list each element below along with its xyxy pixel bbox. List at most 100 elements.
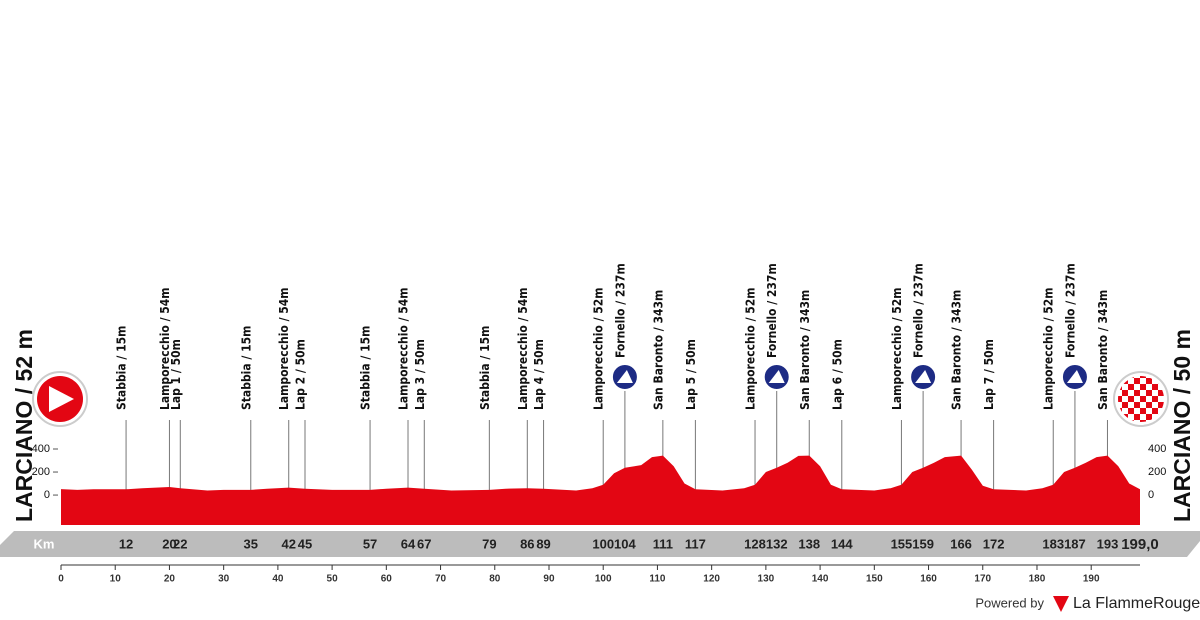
x-tick-label: 170	[974, 574, 991, 585]
waypoint-km: 117	[685, 536, 706, 551]
waypoint-km: 128	[744, 536, 766, 551]
waypoint-label: Stabbia / 15m	[478, 326, 492, 410]
waypoint-label: Lamporecchio / 52m	[592, 287, 606, 410]
waypoint-km: 86	[520, 536, 534, 551]
waypoint-label: San Baronto / 343m	[798, 290, 812, 410]
waypoint-label: Lap 3 / 50m	[413, 339, 427, 410]
waypoint-label: San Baronto / 343m	[651, 290, 665, 410]
finish-label: LARCIANO / 50 m	[1169, 329, 1195, 522]
x-tick-label: 140	[812, 574, 829, 585]
x-tick-label: 110	[649, 574, 666, 585]
waypoint-km: 35	[244, 536, 258, 551]
climb-icon	[610, 363, 639, 391]
waypoint-km: 132	[766, 536, 788, 551]
waypoint-label: Lap 4 / 50m	[532, 339, 546, 410]
brand: La FlammeRouge	[1073, 595, 1200, 612]
waypoint-label: Fornello / 237m	[912, 263, 926, 358]
waypoint-label: Fornello / 237m	[765, 263, 779, 358]
km-band	[0, 531, 1200, 557]
x-tick-label: 130	[758, 574, 775, 585]
waypoint-km: 57	[363, 536, 377, 551]
x-tick-label: 90	[543, 574, 555, 585]
waypoint-km: 166	[950, 536, 972, 551]
waypoint-label: Lamporecchio / 54m	[397, 287, 411, 410]
waypoint-km: 22	[173, 536, 187, 551]
x-tick-label: 190	[1083, 574, 1100, 585]
x-tick-label: 60	[381, 574, 393, 585]
waypoint-km: 20	[162, 536, 176, 551]
x-tick-label: 150	[866, 574, 883, 585]
y-tick-label: 400	[32, 443, 50, 455]
start-icon	[32, 371, 88, 427]
waypoint-km: 172	[983, 536, 1005, 551]
waypoint-label: Lap 7 / 50m	[982, 339, 996, 410]
x-tick-label: 120	[703, 574, 720, 585]
start-label: LARCIANO / 52 m	[11, 329, 37, 522]
climb-icon	[909, 363, 938, 391]
climb-mountain	[768, 370, 785, 383]
waypoint-label: Lamporecchio / 52m	[1042, 287, 1056, 410]
climb-mountain	[915, 370, 932, 383]
x-tick-label: 70	[435, 574, 447, 585]
waypoint-label: Lamporecchio / 54m	[158, 287, 172, 410]
waypoint-km: 187	[1064, 536, 1086, 551]
elevation-area	[61, 455, 1140, 525]
climb-mountain	[616, 370, 633, 383]
waypoint-km: 159	[912, 536, 934, 551]
climb-icon	[762, 363, 791, 391]
waypoint-label: Lamporecchio / 52m	[744, 287, 758, 410]
powered-by: Powered by	[975, 595, 1044, 610]
y-tick-label: 400	[1148, 443, 1166, 455]
waypoint-km: 144	[831, 536, 853, 551]
waypoint-label: Fornello / 237m	[613, 263, 627, 358]
x-tick-label: 100	[595, 574, 612, 585]
waypoint-label: Stabbia / 15m	[359, 326, 373, 410]
climb-mountain	[1066, 370, 1083, 383]
waypoint-km: 64	[401, 536, 416, 551]
waypoint-label: San Baronto / 343m	[1096, 290, 1110, 410]
x-tick-label: 10	[110, 574, 122, 585]
waypoint-km: 138	[798, 536, 820, 551]
waypoint-km: 155	[891, 536, 913, 551]
waypoint-km: 67	[417, 536, 431, 551]
waypoint-label: Lap 6 / 50m	[830, 339, 844, 410]
waypoint-label: Lamporecchio / 52m	[890, 287, 904, 410]
x-tick-label: 40	[272, 574, 284, 585]
waypoint-label: Lamporecchio / 54m	[516, 287, 530, 410]
x-tick-label: 30	[218, 574, 230, 585]
km-label: Km	[34, 536, 55, 551]
waypoint-km: 12	[119, 536, 133, 551]
y-tick-label: 200	[1148, 466, 1166, 478]
y-tick-label: 200	[32, 466, 50, 478]
x-tick-label: 50	[327, 574, 339, 585]
waypoint-km: 42	[281, 536, 295, 551]
waypoint-km: 111	[653, 536, 673, 551]
finish-icon	[1113, 371, 1169, 427]
waypoint-label: Fornello / 237m	[1063, 263, 1077, 358]
waypoint-km: 104	[614, 536, 636, 551]
y-tick-label: 0	[1148, 489, 1154, 501]
waypoint-km: 79	[482, 536, 496, 551]
waypoint-label: Lap 5 / 50m	[684, 339, 698, 410]
waypoint-km: 45	[298, 536, 312, 551]
waypoint-label: Stabbia / 15m	[239, 326, 253, 410]
climb-icon	[1060, 363, 1089, 391]
brand-logo	[1053, 596, 1069, 612]
waypoint-label: Stabbia / 15m	[115, 326, 129, 410]
x-tick-label: 0	[58, 574, 64, 585]
finish-km: 199,0	[1121, 536, 1159, 553]
x-tick-label: 180	[1029, 574, 1046, 585]
waypoint-km: 89	[536, 536, 550, 551]
x-tick-label: 20	[164, 574, 176, 585]
waypoint-label: Lamporecchio / 54m	[277, 287, 291, 410]
waypoint-km: 193	[1097, 536, 1119, 551]
waypoint-label: Lap 2 / 50m	[293, 339, 307, 410]
x-tick-label: 160	[920, 574, 937, 585]
waypoint-km: 183	[1042, 536, 1064, 551]
waypoint-km: 100	[592, 536, 614, 551]
waypoint-label: San Baronto / 343m	[950, 290, 964, 410]
x-tick-label: 80	[489, 574, 501, 585]
waypoint-label: Lap 1 / 50m	[169, 339, 183, 410]
y-tick-label: 0	[44, 489, 50, 501]
